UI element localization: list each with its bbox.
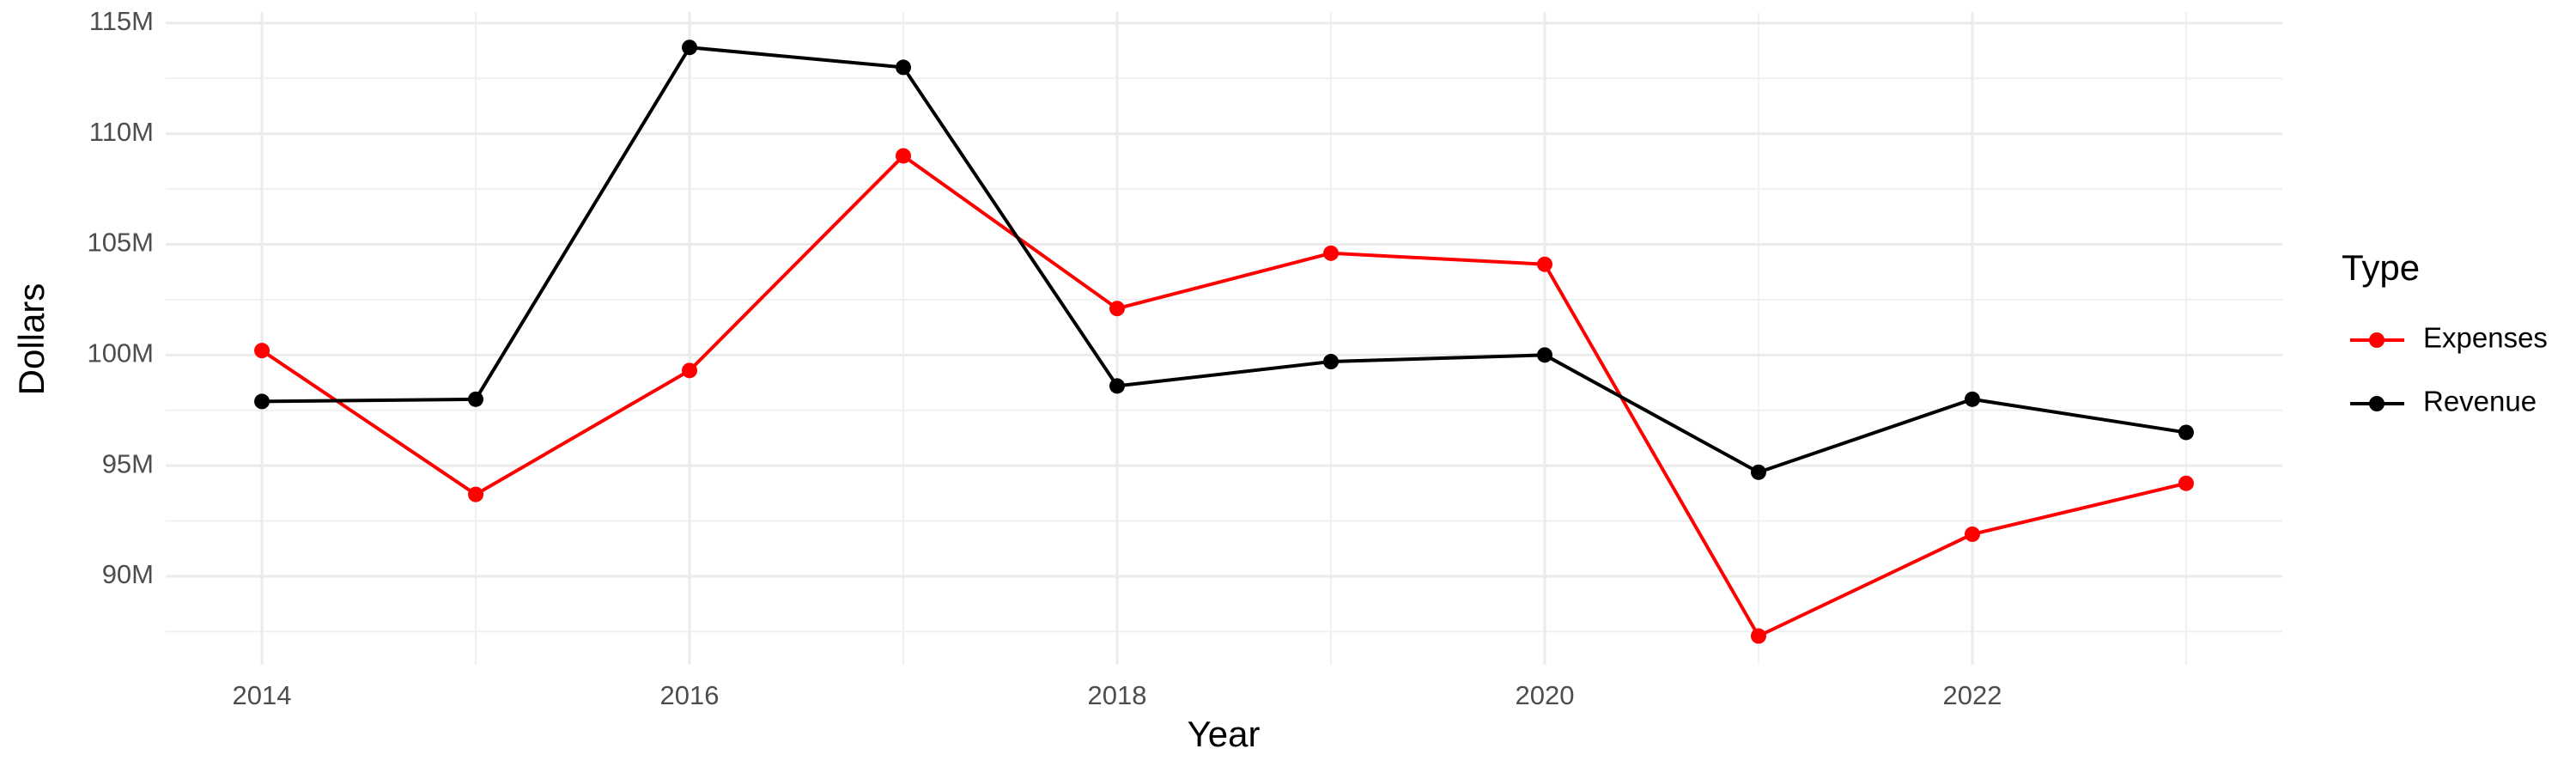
series-line <box>262 46 2187 475</box>
data-point <box>254 343 270 359</box>
x-axis-title: Year <box>1188 714 1261 754</box>
data-point <box>468 391 484 407</box>
data-point <box>1109 301 1126 317</box>
x-tick-label: 2020 <box>1516 680 1575 710</box>
data-point <box>896 148 912 164</box>
data-point <box>1750 628 1766 644</box>
data-point <box>254 393 270 410</box>
data-point <box>2178 475 2194 491</box>
data-point <box>896 59 912 76</box>
data-point <box>1750 464 1766 480</box>
data-point <box>1964 391 1980 407</box>
legend-title: Type <box>2342 247 2420 288</box>
data-point <box>1536 347 1552 363</box>
data-point <box>1109 378 1126 394</box>
legend-label: Expenses <box>2423 322 2548 354</box>
y-tick-label: 115M <box>89 6 154 36</box>
y-tick-label: 95M <box>102 448 154 478</box>
x-tick-label: 2014 <box>233 680 292 710</box>
data-point <box>468 486 484 502</box>
data-point <box>1322 245 1339 261</box>
x-tick-label: 2018 <box>1088 680 1147 710</box>
data-point <box>1536 256 1552 272</box>
data-point <box>682 362 698 379</box>
data-point <box>682 40 698 56</box>
y-tick-label: 110M <box>89 117 154 147</box>
data-point <box>1964 526 1980 542</box>
data-point <box>2178 424 2194 441</box>
x-tick-label: 2016 <box>660 680 720 710</box>
legend-marker <box>2369 396 2385 411</box>
y-axis-title: Dollars <box>11 283 52 396</box>
y-tick-label: 100M <box>87 338 154 368</box>
legend-marker <box>2369 332 2385 348</box>
y-tick-label: 90M <box>102 559 154 589</box>
legend-label: Revenue <box>2423 386 2537 417</box>
series-line <box>260 153 2187 639</box>
y-tick-label: 105M <box>87 228 154 258</box>
x-tick-label: 2022 <box>1942 680 2002 710</box>
data-point <box>1322 354 1339 370</box>
